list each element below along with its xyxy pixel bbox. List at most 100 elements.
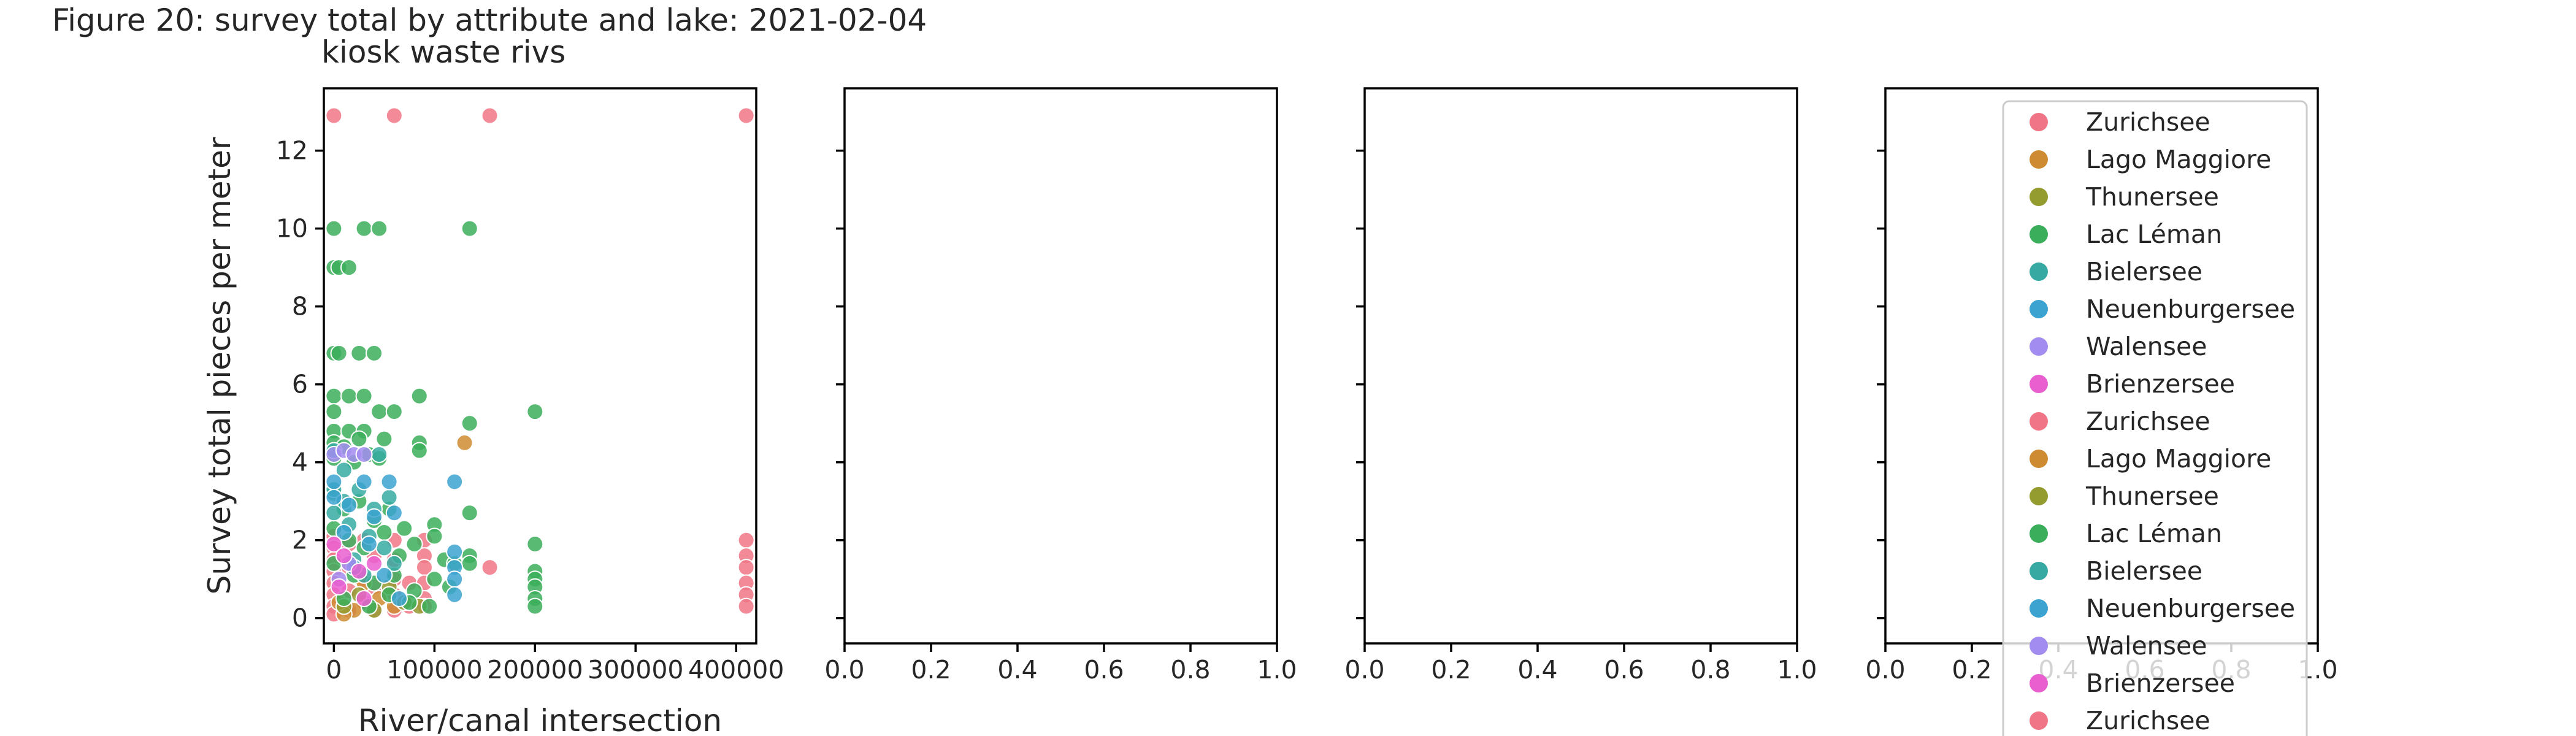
data-point (737, 559, 755, 577)
legend-marker (2030, 524, 2048, 543)
legend-label: Lago Maggiore (2086, 444, 2271, 473)
legend-marker (2030, 150, 2048, 169)
legend-marker (2030, 599, 2048, 618)
data-point (385, 504, 403, 522)
legend-marker (2030, 225, 2048, 243)
legend: Zurichsee Lago Maggiore Thunersee Lac Léman… (2002, 100, 2308, 736)
figure-title: Figure 20: survey total by attribute and… (52, 2, 927, 38)
data-point (526, 597, 544, 615)
data-point (335, 524, 353, 541)
x-tick-label: 0.2 (911, 655, 951, 684)
data-point (461, 504, 478, 522)
data-point (385, 107, 403, 125)
legend-marker (2030, 450, 2048, 468)
x-tick-label: 1.0 (1777, 655, 1817, 684)
data-point (360, 535, 378, 553)
legend-label: Brienzersee (2086, 369, 2235, 399)
x-tick-label: 0.6 (1604, 655, 1644, 684)
data-point (335, 547, 353, 565)
legend-label: Zurichsee (2086, 706, 2210, 735)
legend-marker (2030, 337, 2048, 356)
legend-marker (2030, 263, 2048, 281)
legend-label: Neuenburgersee (2086, 594, 2295, 623)
data-point (375, 430, 393, 448)
y-tick-label: 6 (292, 370, 308, 399)
subplot-2: 0.0 0.2 0.4 0.6 0.8 1.0 (824, 87, 1297, 684)
scatter-points (325, 107, 755, 623)
data-point (481, 107, 499, 125)
axes-frame (323, 87, 757, 645)
data-point (340, 496, 358, 514)
legend-label: Zurichsee (2086, 407, 2210, 436)
x-tick-label: 200000 (487, 655, 583, 684)
x-tick-label: 0.6 (1084, 655, 1124, 684)
legend-marker (2030, 711, 2048, 730)
data-point (365, 508, 383, 526)
axes-frame (1363, 87, 1798, 645)
legend-label: Lago Maggiore (2086, 145, 2271, 174)
data-point (325, 403, 343, 421)
x-tick-label: 0.2 (1952, 655, 1991, 684)
legend-box (2002, 100, 2308, 736)
data-point (405, 535, 423, 553)
x-tick-label: 100000 (386, 655, 483, 684)
x-tick-label: 300000 (588, 655, 684, 684)
legend-marker (2030, 562, 2048, 580)
data-point (370, 220, 388, 237)
data-point (446, 570, 464, 588)
y-tick-label: 10 (276, 214, 308, 243)
legend-label: Lac Léman (2086, 519, 2222, 548)
x-axis-label: River/canal intersection (358, 703, 722, 736)
data-point (350, 430, 368, 448)
data-point (350, 344, 368, 362)
legend-label: Thunersee (2085, 481, 2219, 511)
legend-label: Zurichsee (2086, 107, 2210, 137)
data-point (385, 554, 403, 572)
data-point (365, 344, 383, 362)
legend-marker (2030, 412, 2048, 431)
data-point (340, 259, 358, 277)
legend-label: Thunersee (2085, 182, 2219, 212)
data-point (446, 543, 464, 561)
data-point (426, 527, 443, 545)
y-tick-label: 0 (292, 604, 308, 633)
legend-marker (2030, 300, 2048, 318)
x-tick-label: 0 (326, 655, 342, 684)
data-point (355, 445, 373, 463)
data-point (370, 403, 388, 421)
x-tick-label: 0.4 (1517, 655, 1557, 684)
legend-label: Bielersee (2086, 556, 2202, 586)
x-tick-label: 1.0 (1257, 655, 1297, 684)
data-point (396, 519, 413, 537)
legend-marker (2030, 487, 2048, 505)
data-point (380, 488, 398, 506)
data-point (325, 504, 343, 522)
data-point (325, 535, 343, 553)
data-point (410, 442, 428, 459)
legend-label: Walensee (2086, 332, 2207, 361)
x-tick-label: 0.0 (1865, 655, 1905, 684)
data-point (737, 531, 755, 549)
data-point (461, 415, 478, 432)
data-point (375, 524, 393, 541)
data-point (370, 445, 388, 463)
data-point (355, 473, 373, 491)
data-point (526, 535, 544, 553)
x-tick-label: 0.2 (1431, 655, 1471, 684)
legend-marker (2030, 113, 2048, 131)
data-point (426, 570, 443, 588)
data-point (737, 107, 755, 125)
figure-subtitle: kiosk waste rivs (321, 34, 565, 70)
data-point (340, 387, 358, 405)
data-point (390, 589, 408, 607)
data-point (421, 597, 439, 615)
data-point (461, 554, 478, 572)
data-point (446, 586, 464, 604)
y-tick-label: 4 (292, 448, 308, 477)
data-point (481, 559, 499, 577)
data-point (330, 344, 348, 362)
data-point (737, 597, 755, 615)
data-point (380, 473, 398, 491)
data-point (375, 539, 393, 557)
data-point (330, 578, 348, 596)
